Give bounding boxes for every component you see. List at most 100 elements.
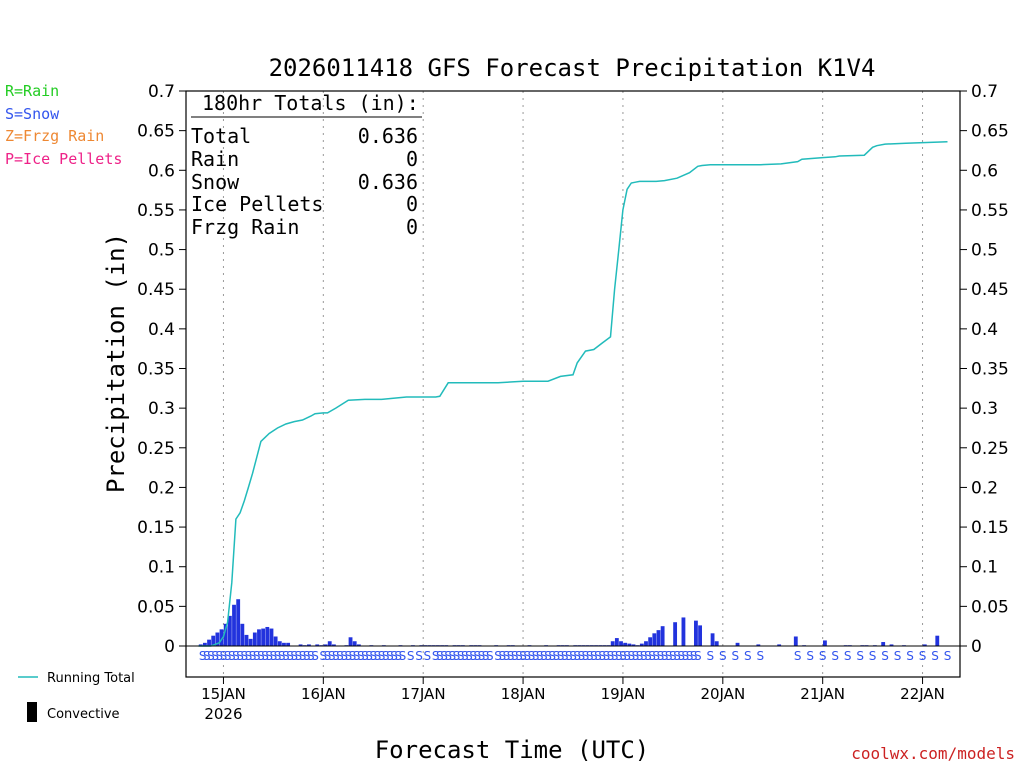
snow-marker: S [303, 649, 311, 663]
x-tick-label: 20JAN [700, 685, 745, 703]
y-tick-label-left: 0.4 [148, 320, 175, 340]
precip-bar [282, 642, 286, 646]
y-axis-right: 0 0.05 0.1 0.15 0.2 0.25 0.3 0.35 0.4 0.45 0.5 0.55… [960, 82, 1009, 657]
snow-marker: S [336, 649, 344, 663]
totals-value-rain: 0 [406, 147, 418, 171]
snow-marker: S [869, 649, 877, 663]
totals-header: 180hr Totals (in): [202, 91, 419, 115]
snow-marker: S [286, 649, 294, 663]
x-tick-label: 17JAN [401, 685, 446, 703]
snow-marker: S [590, 649, 598, 663]
snow-marker: S [473, 649, 481, 663]
snow-marker: S [544, 649, 552, 663]
snow-marker: S [432, 649, 440, 663]
snow-marker: S [707, 649, 715, 663]
precip-bar [656, 630, 661, 646]
precip-type-legend: R=Rain S=Snow Z=Frzg Rain P=Ice Pellets [5, 80, 122, 170]
snow-marker: S [353, 649, 361, 663]
snow-marker: S [274, 649, 282, 663]
precip-bar [252, 632, 257, 646]
snow-marker: S [386, 649, 394, 663]
totals-value-snow: 0.636 [358, 170, 418, 194]
precip-bar [323, 644, 328, 646]
y-tick-label-right: 0.2 [971, 478, 998, 498]
precip-bar [211, 635, 216, 646]
snow-marker: S [486, 649, 494, 663]
y-tick-label-right: 0.15 [971, 518, 1009, 538]
x-tick-label: 22JAN [900, 685, 945, 703]
y-tick-label-left: 0 [164, 637, 175, 657]
precip-bar [277, 641, 282, 646]
precip-bar [327, 641, 332, 646]
precip-bar [240, 623, 245, 646]
snow-marker: S [503, 649, 511, 663]
running-total-line [198, 140, 948, 647]
snow-marker: S [257, 649, 265, 663]
vertical-gridlines [222, 91, 924, 677]
snow-marker: S [357, 649, 365, 663]
y-tick-label-right: 0.4 [971, 320, 998, 340]
snow-marker: S [307, 649, 315, 663]
snow-marker: S [469, 649, 477, 663]
precip-bar [694, 620, 698, 646]
y-tick-label-right: 0 [971, 637, 982, 657]
snow-marker: S [407, 649, 415, 663]
snow-marker: S [540, 649, 548, 663]
precip-bar [352, 641, 357, 646]
snow-marker: S [224, 649, 232, 663]
y-tick-label-right: 0.1 [971, 558, 998, 578]
precip-bar [236, 599, 241, 646]
convective-legend-swatch [27, 702, 37, 722]
precip-bar [793, 636, 798, 646]
totals-label-rain: Rain [191, 147, 239, 171]
snow-marker: S [657, 649, 665, 663]
snow-marker: S [365, 649, 373, 663]
snow-marker: S [694, 649, 702, 663]
snow-marker: S [211, 649, 219, 663]
y-tick-label-left: 0.6 [148, 161, 175, 181]
snow-marker: S [399, 649, 407, 663]
y-tick-label-left: 0.05 [137, 597, 175, 617]
snow-marker: S [220, 649, 228, 663]
precip-bar [644, 641, 648, 646]
snow-marker: S [440, 649, 448, 663]
snow-marker: S [528, 649, 536, 663]
y-tick-label-right: 0.55 [971, 201, 1009, 221]
precip-bar [619, 641, 623, 646]
y-tick-label-right: 0.5 [971, 241, 998, 261]
precip-bar [257, 629, 261, 646]
y-tick-label-right: 0.6 [971, 161, 998, 181]
snow-marker: S [536, 649, 544, 663]
snow-marker: S [378, 649, 386, 663]
y-tick-label-left: 0.35 [137, 360, 175, 380]
snow-marker: S [328, 649, 336, 663]
precip-bar [777, 644, 782, 646]
snow-marker: S [665, 649, 673, 663]
snow-marker: S [652, 649, 660, 663]
totals-value-total: 0.636 [358, 124, 418, 148]
precip-bar [673, 622, 678, 646]
snow-marker: S [228, 649, 236, 663]
source-credit[interactable]: coolwx.com/models [851, 744, 1015, 763]
precip-bar [244, 634, 249, 646]
snow-marker: S [494, 649, 502, 663]
snow-marker: S [682, 649, 690, 663]
precip-bar [735, 642, 740, 646]
precip-bar [219, 629, 224, 646]
snow-marker: S [881, 649, 889, 663]
precip-bar [227, 615, 232, 646]
snow-marker: S [382, 649, 390, 663]
snow-marker: S [282, 649, 290, 663]
snow-marker: S [207, 649, 215, 663]
precip-bar [331, 644, 336, 646]
snow-marker: S [594, 649, 602, 663]
snow-marker: S [344, 649, 352, 663]
precip-bar [315, 644, 320, 646]
snow-marker: S [856, 649, 864, 663]
precip-bar [207, 639, 211, 646]
totals-value-frzg-rain: 0 [406, 215, 418, 239]
snow-marker: S [632, 649, 640, 663]
snow-marker: S [415, 649, 423, 663]
y-axis-label: Precipitation (in) [102, 233, 130, 493]
snow-marker: S [424, 649, 432, 663]
